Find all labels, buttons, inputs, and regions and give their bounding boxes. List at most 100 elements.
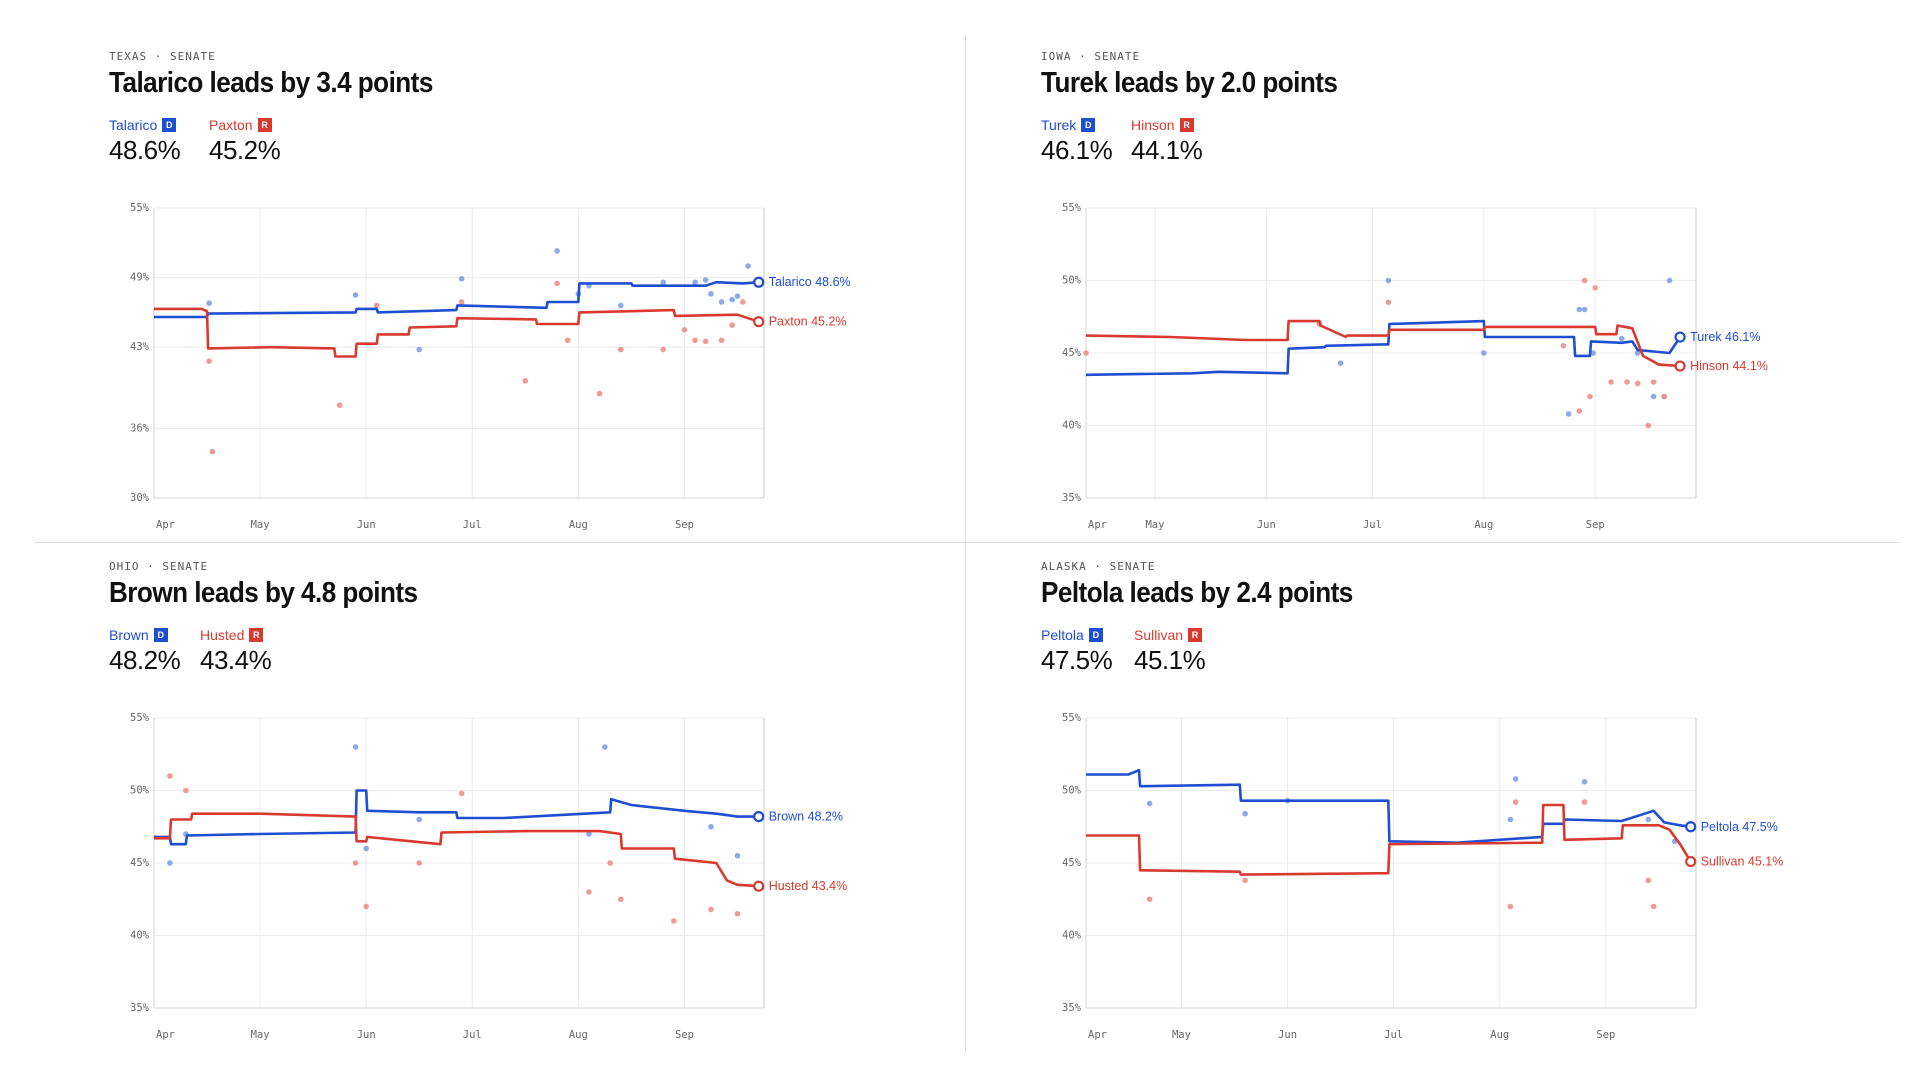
dem-candidate-pct: 48.6% — [109, 135, 181, 165]
rep-candidate-name: Hinson — [1131, 116, 1175, 133]
y-tick-label: 43% — [130, 341, 150, 353]
poll-point — [1242, 810, 1248, 817]
y-tick-label: 45% — [1062, 347, 1082, 359]
poll-point — [209, 448, 216, 455]
poll-point — [1507, 816, 1514, 823]
x-tick-label: Jul — [463, 1029, 482, 1041]
race-panel-texas: TEXAS · SENATE Talarico leads by 3.4 poi… — [109, 50, 1009, 550]
poll-point — [1337, 360, 1344, 366]
poll-point — [617, 346, 624, 353]
poll-point — [1608, 379, 1614, 385]
dem-candidate: Turek D 46.1% — [1041, 116, 1113, 166]
poll-chart: 30% 36% 43% 49% 55% Apr May Jun Jul Aug Sep Talaric… — [130, 202, 851, 531]
y-tick-label: 55% — [130, 202, 150, 214]
dem-candidate-pct: 46.1% — [1041, 135, 1113, 165]
poll-point — [1590, 350, 1596, 356]
poll-point — [1385, 277, 1392, 284]
rep-candidate-pct: 45.1% — [1134, 645, 1206, 675]
poll-point — [1581, 779, 1588, 785]
party-badge-d: D — [162, 117, 177, 132]
rep-candidate-name: Paxton — [209, 116, 253, 133]
poll-point — [1576, 408, 1583, 414]
rep-end-label: Hinson 44.1% — [1690, 359, 1768, 373]
poll-point — [1618, 335, 1625, 342]
rep-candidate: Sullivan R 45.1% — [1134, 626, 1206, 676]
poll-point — [745, 263, 751, 269]
race-kicker: TEXAS · SENATE — [109, 50, 216, 63]
poll-point — [1507, 903, 1514, 910]
end-marker — [753, 276, 765, 288]
poll-point — [1576, 306, 1583, 313]
poll-point — [1481, 350, 1487, 356]
x-tick-label: Jun — [1278, 1029, 1297, 1041]
poll-point — [206, 300, 212, 306]
poll-point — [416, 346, 423, 353]
y-tick-label: 50% — [130, 785, 150, 797]
poll-point — [708, 291, 714, 297]
x-tick-label: May — [251, 1029, 270, 1041]
rep-candidate: Paxton R 45.2% — [209, 116, 281, 166]
poll-point — [681, 327, 688, 333]
poll-point — [708, 823, 714, 830]
x-tick-label: May — [251, 519, 270, 531]
x-tick-label: Aug — [1490, 1029, 1509, 1041]
poll-point — [729, 296, 735, 303]
x-tick-label: Apr — [1088, 519, 1107, 531]
party-badge-d: D — [1081, 117, 1096, 132]
poll-chart: 35% 40% 45% 50% 55% Apr May Jun Jul Aug Sep Turek 4… — [1062, 202, 1768, 531]
race-headline: Brown leads by 4.8 points — [109, 577, 418, 609]
poll-point — [734, 910, 741, 917]
rep-candidate: Hinson R 44.1% — [1131, 116, 1203, 166]
poll-point — [554, 248, 560, 254]
poll-point — [660, 279, 667, 286]
party-badge-r: R — [1188, 627, 1203, 642]
poll-point — [1650, 903, 1657, 910]
poll-point — [564, 337, 571, 344]
poll-point — [1634, 380, 1641, 387]
x-tick-label: Sep — [675, 519, 694, 531]
dem-candidate: Talarico D 48.6% — [109, 116, 181, 166]
rep-end-label: Sullivan 45.1% — [1701, 855, 1784, 869]
race-headline: Turek leads by 2.0 points — [1041, 67, 1338, 99]
x-tick-label: Jul — [463, 519, 482, 531]
poll-point — [458, 299, 465, 305]
rep-trend-line — [1085, 319, 1681, 368]
x-tick-label: Jul — [1384, 1029, 1403, 1041]
poll-point — [1560, 342, 1567, 349]
poll-point — [617, 302, 624, 309]
poll-point — [1581, 306, 1588, 313]
rep-candidate: Husted R 43.4% — [200, 626, 272, 676]
dem-candidate: Peltola D 47.5% — [1041, 626, 1113, 676]
x-tick-label: Aug — [569, 1029, 588, 1041]
y-tick-label: 50% — [1062, 785, 1082, 797]
x-tick-label: Sep — [1586, 519, 1605, 531]
rep-end-label: Husted 43.4% — [769, 879, 848, 893]
dem-end-label: Brown 48.2% — [769, 810, 843, 824]
poll-point — [1650, 393, 1657, 400]
poll-point — [729, 322, 735, 328]
poll-point — [363, 903, 369, 910]
y-tick-label: 55% — [1062, 202, 1082, 214]
dem-trend-line — [1086, 768, 1691, 844]
y-tick-label: 55% — [1062, 712, 1082, 724]
rep-candidate-pct: 44.1% — [1131, 135, 1203, 165]
poll-point — [734, 293, 741, 299]
poll-point — [1146, 896, 1153, 903]
poll-point — [554, 280, 560, 287]
poll-point — [1581, 277, 1588, 284]
y-tick-label: 55% — [130, 712, 150, 724]
y-tick-label: 50% — [1062, 275, 1082, 287]
poll-point — [1146, 800, 1153, 807]
poll-point — [206, 358, 212, 364]
dem-candidate-pct: 48.2% — [109, 645, 181, 675]
poll-chart: 35% 40% 45% 50% 55% Apr May Jun Jul Aug Sep Peltola… — [1062, 712, 1784, 1041]
poll-point — [1592, 284, 1599, 291]
poll-point — [416, 860, 423, 866]
y-tick-label: 40% — [1062, 930, 1082, 942]
poll-point — [1645, 816, 1652, 823]
poll-point — [416, 816, 423, 823]
x-tick-label: Jul — [1363, 519, 1382, 531]
x-tick-label: Jun — [1257, 519, 1276, 531]
x-tick-label: Sep — [675, 1029, 694, 1041]
dem-trend-line — [154, 789, 759, 846]
